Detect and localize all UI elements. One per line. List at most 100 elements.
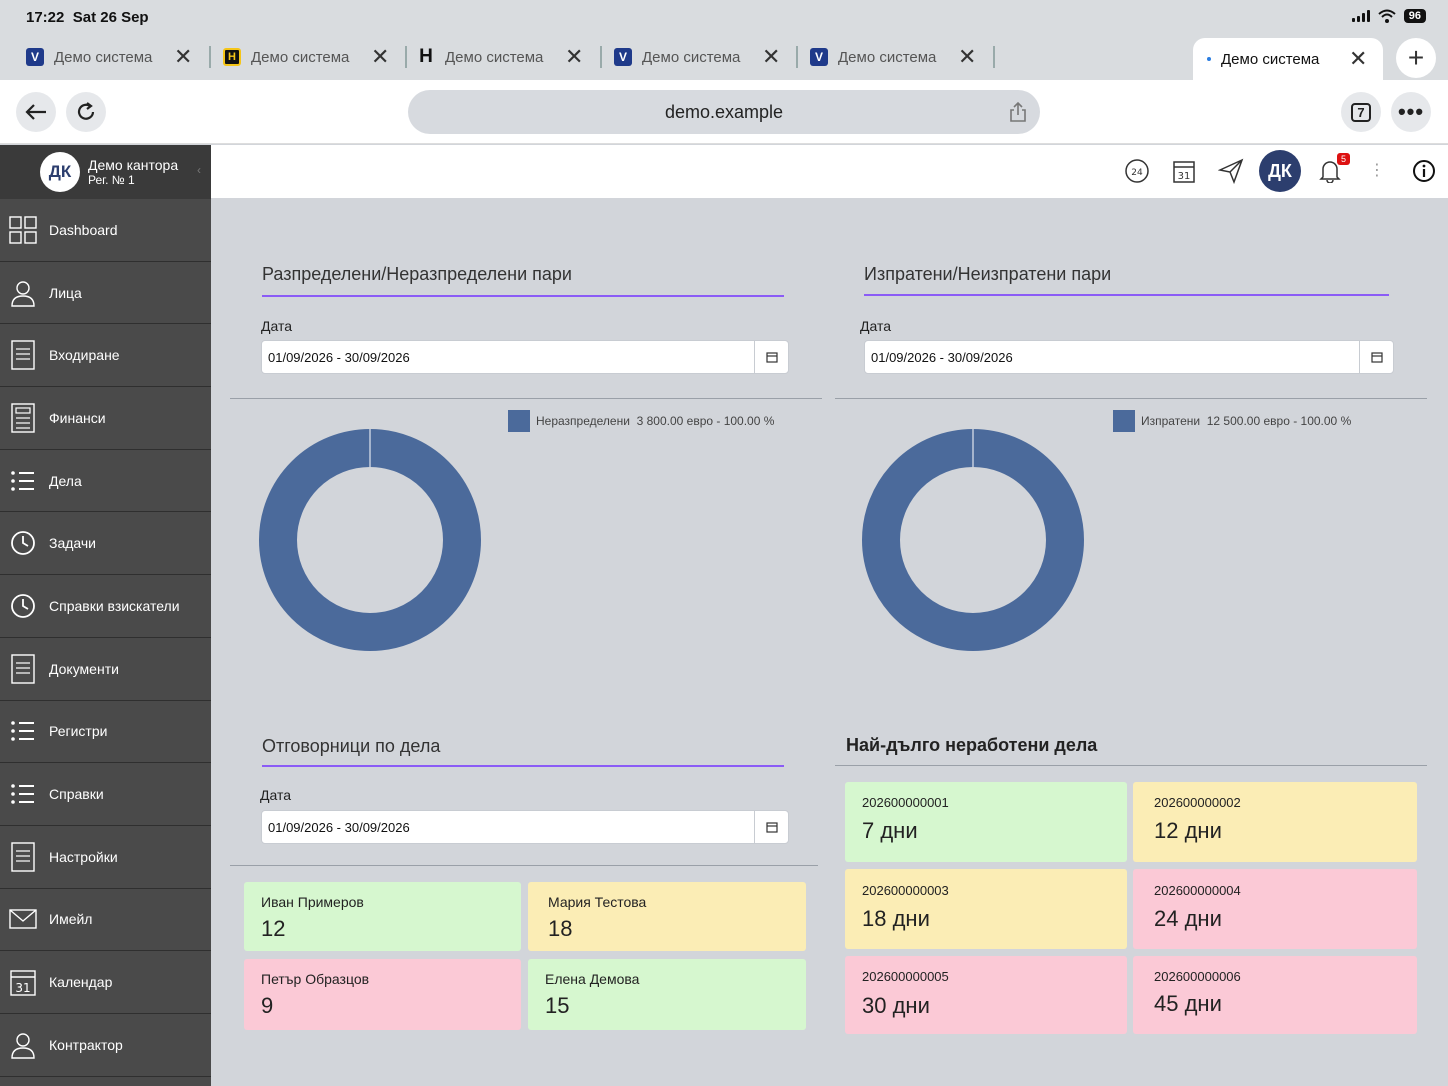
- sidebar-item-0[interactable]: Dashboard: [0, 199, 211, 262]
- sidebar-item-label: Календар: [49, 974, 113, 991]
- date-value: 01/09/2026 - 30/09/2026: [871, 349, 1013, 365]
- kebab-menu-button[interactable]: ⋮: [1363, 157, 1391, 185]
- clock-24-icon: 24: [1125, 159, 1149, 183]
- sidebar-item-1[interactable]: Лица: [0, 262, 211, 325]
- close-icon[interactable]: ✕: [565, 44, 584, 69]
- reload-button[interactable]: [66, 92, 106, 132]
- calculator-icon: [5, 400, 41, 436]
- close-icon[interactable]: ✕: [762, 44, 781, 69]
- more-button[interactable]: •••: [1391, 92, 1431, 132]
- tab-overview-button[interactable]: 7: [1341, 92, 1381, 132]
- new-tab-button[interactable]: +: [1396, 38, 1436, 78]
- tab-title: Демо система: [642, 48, 741, 66]
- calendar-picker-button[interactable]: [1359, 341, 1393, 373]
- case-tile[interactable]: 202600000003 18 дни: [845, 869, 1127, 949]
- person-tile[interactable]: Елена Демова 15: [528, 959, 806, 1030]
- sidebar-item-11[interactable]: Имейл: [0, 889, 211, 952]
- close-icon[interactable]: ✕: [958, 44, 977, 69]
- browser-tab[interactable]: V Демо система ✕: [26, 42, 192, 72]
- clock-24-button[interactable]: 24: [1123, 157, 1151, 185]
- tab-title: Демо система: [54, 48, 153, 66]
- person-tile[interactable]: Петър Образцов 9: [244, 959, 521, 1030]
- sidebar-item-6[interactable]: Справки взискатели: [0, 575, 211, 638]
- chart-legend[interactable]: Неразпределени 3 800.00 евро - 100.00 %: [508, 410, 774, 432]
- browser-nav-bar: demo.example 7 •••: [0, 80, 1448, 144]
- browser-tab[interactable]: V Демо система ✕: [614, 42, 780, 72]
- tab-separator: [993, 46, 995, 68]
- sidebar-item-8[interactable]: Регистри: [0, 701, 211, 764]
- close-icon[interactable]: ✕: [1349, 46, 1368, 71]
- h-logo-icon: H: [223, 48, 241, 66]
- case-tile[interactable]: 202600000006 45 дни: [1133, 956, 1417, 1034]
- case-tile[interactable]: 202600000004 24 дни: [1133, 869, 1417, 949]
- share-icon[interactable]: [1008, 101, 1028, 123]
- calendar-picker-button[interactable]: [754, 341, 788, 373]
- battery-icon: 96: [1403, 9, 1426, 23]
- case-tile[interactable]: 202600000005 30 дни: [845, 956, 1127, 1034]
- sidebar-item-10[interactable]: Настройки: [0, 826, 211, 889]
- sidebar-item-9[interactable]: Справки: [0, 763, 211, 826]
- case-tile[interactable]: 202600000002 12 дни: [1133, 782, 1417, 862]
- send-button[interactable]: [1217, 157, 1245, 185]
- browser-tab-active[interactable]: Демо система ✕: [1193, 38, 1383, 80]
- case-days: 45 дни: [1154, 991, 1222, 1016]
- person-tile[interactable]: Мария Тестова 18: [528, 882, 806, 951]
- person-name: Мария Тестова: [548, 894, 647, 910]
- case-days: 18 дни: [862, 906, 930, 931]
- close-icon[interactable]: ✕: [174, 44, 193, 69]
- address-bar[interactable]: demo.example: [408, 90, 1040, 134]
- back-button[interactable]: [16, 92, 56, 132]
- status-time: 17:22 Sat 26 Sep: [26, 9, 149, 26]
- browser-tab[interactable]: H Демо система ✕: [223, 42, 389, 72]
- sidebar-item-label: Справки взискатели: [49, 597, 180, 614]
- sidebar-item-12[interactable]: 31 Календар: [0, 951, 211, 1014]
- browser-tab[interactable]: H Демо система ✕: [417, 42, 583, 72]
- sidebar: ДК Демо кантора Рег. № 1 ‹ Dashboard Лица…: [0, 145, 211, 1086]
- tab-count: 7: [1351, 102, 1371, 122]
- person-icon: [5, 1027, 41, 1063]
- calendar-picker-button[interactable]: [754, 811, 788, 843]
- sidebar-item-7[interactable]: Документи: [0, 638, 211, 701]
- office-avatar: ДК: [40, 152, 80, 192]
- sent-date-input[interactable]: 01/09/2026 - 30/09/2026: [864, 340, 1394, 374]
- tab-title: Демо система: [251, 48, 350, 66]
- calendar-button[interactable]: 31: [1170, 157, 1198, 185]
- sidebar-item-13[interactable]: Контрактор: [0, 1014, 211, 1077]
- office-name: Демо кантора: [88, 157, 179, 173]
- browser-tab[interactable]: V Демо система ✕: [810, 42, 976, 72]
- wifi-icon: [1378, 9, 1396, 23]
- donut-slice[interactable]: [862, 429, 1084, 651]
- v-logo-icon: V: [614, 48, 632, 66]
- svg-text:31: 31: [1178, 171, 1191, 182]
- chart-legend[interactable]: Изпратени 12 500.00 евро - 100.00 %: [1113, 410, 1351, 432]
- office-header[interactable]: ДК Демо кантора Рег. № 1 ‹: [0, 145, 211, 199]
- title-underline: [262, 295, 784, 297]
- kebab-icon: ⋮: [1369, 162, 1385, 179]
- clock-icon: [5, 525, 41, 561]
- close-icon[interactable]: ✕: [371, 44, 390, 69]
- sidebar-item-label: Дела: [49, 472, 82, 489]
- sidebar-item-label: Входиране: [49, 347, 120, 364]
- calendar-icon: 31: [5, 964, 41, 1000]
- sidebar-item-5[interactable]: Задачи: [0, 512, 211, 576]
- sidebar-item-3[interactable]: Финанси: [0, 387, 211, 450]
- h-logo-icon: H: [419, 46, 433, 67]
- case-tile[interactable]: 202600000001 7 дни: [845, 782, 1127, 862]
- case-id: 202600000001: [862, 795, 949, 810]
- address-text: demo.example: [664, 101, 784, 122]
- sidebar-item-4[interactable]: Дела: [0, 450, 211, 513]
- responsible-date-input[interactable]: 01/09/2026 - 30/09/2026: [261, 810, 789, 844]
- sidebar-item-2[interactable]: Входиране: [0, 324, 211, 388]
- donut-slice[interactable]: [259, 429, 481, 651]
- notification-badge: 5: [1336, 153, 1350, 165]
- person-name: Иван Примеров: [261, 894, 364, 910]
- title-underline: [864, 294, 1389, 296]
- notifications-button[interactable]: 5: [1316, 153, 1350, 185]
- chevron-left-icon[interactable]: ‹: [197, 163, 201, 177]
- info-icon: [1413, 160, 1435, 182]
- user-avatar[interactable]: ДК: [1259, 150, 1301, 192]
- distributed-date-input[interactable]: 01/09/2026 - 30/09/2026: [261, 340, 789, 374]
- info-button[interactable]: [1410, 157, 1438, 185]
- svg-text:31: 31: [15, 981, 30, 995]
- person-tile[interactable]: Иван Примеров 12: [244, 882, 521, 951]
